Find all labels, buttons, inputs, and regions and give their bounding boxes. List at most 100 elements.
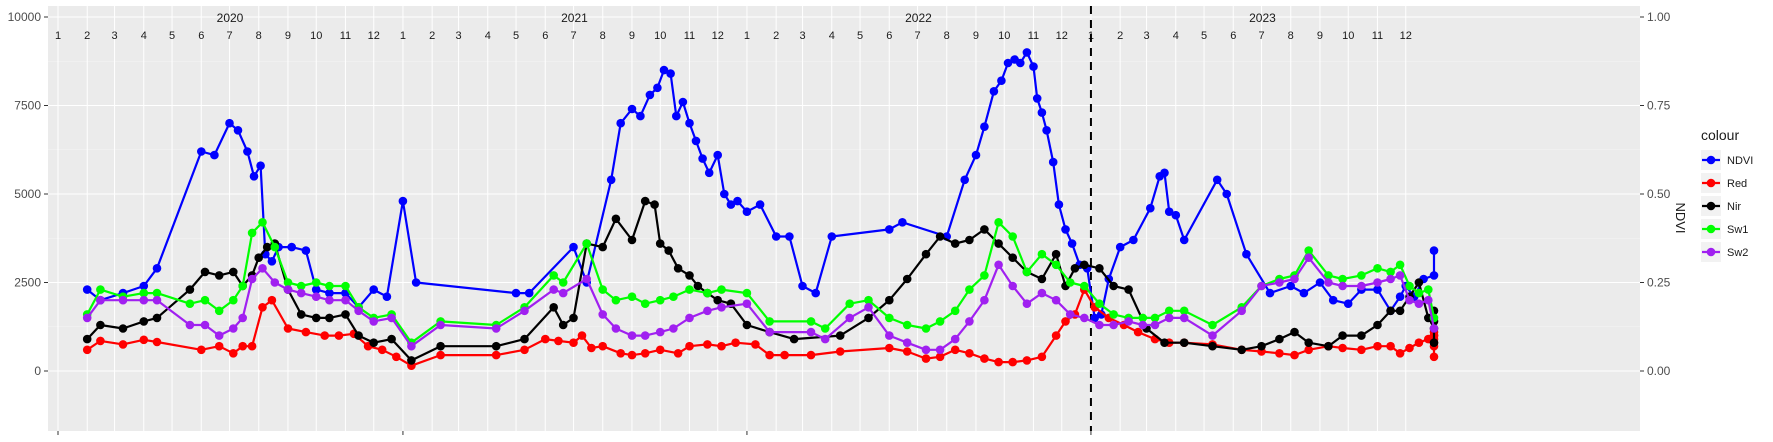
data-point-red bbox=[1275, 349, 1284, 358]
data-point-ndvi bbox=[233, 126, 243, 135]
data-point-ndvi bbox=[1097, 310, 1106, 319]
data-point-nir bbox=[491, 341, 501, 351]
data-point-red bbox=[935, 352, 945, 362]
data-point-sw1 bbox=[765, 317, 774, 326]
data-point-ndvi bbox=[755, 200, 765, 209]
data-point-red bbox=[950, 345, 960, 355]
month-tick-label: 5 bbox=[1201, 30, 1207, 42]
month-tick-label: 11 bbox=[1372, 30, 1383, 42]
y-tick-label-right: 0.00 bbox=[1647, 364, 1671, 378]
data-point-sw1 bbox=[1357, 271, 1366, 280]
data-point-sw2 bbox=[1208, 331, 1217, 340]
data-point-sw1 bbox=[669, 292, 678, 302]
data-point-red bbox=[902, 347, 912, 356]
y-axis-left: 0 2500 5000 7500 10000 bbox=[8, 10, 48, 378]
data-point-red bbox=[152, 337, 162, 347]
month-tick-label: 10 bbox=[998, 30, 1010, 42]
month-tick-label: 4 bbox=[1173, 30, 1179, 42]
data-point-nir bbox=[1095, 264, 1104, 273]
data-point-sw1 bbox=[582, 239, 591, 248]
data-point-red bbox=[377, 345, 387, 355]
data-point-nir bbox=[1275, 334, 1284, 344]
data-point-nir bbox=[569, 313, 578, 323]
data-point-sw2 bbox=[139, 295, 149, 305]
data-point-nir bbox=[1373, 320, 1382, 330]
data-point-red bbox=[673, 349, 683, 358]
month-tick-label: 9 bbox=[285, 30, 291, 42]
month-tick-label: 10 bbox=[654, 30, 666, 42]
data-point-sw1 bbox=[139, 288, 149, 298]
data-point-ndvi bbox=[1115, 242, 1125, 252]
data-point-sw1 bbox=[598, 285, 607, 294]
data-point-ndvi bbox=[569, 242, 578, 252]
data-point-nir bbox=[549, 303, 558, 312]
data-point-sw2 bbox=[885, 331, 894, 340]
data-point-sw1 bbox=[611, 295, 621, 305]
month-tick-label: 6 bbox=[198, 30, 204, 42]
data-point-sw1 bbox=[1324, 271, 1333, 280]
data-point-sw2 bbox=[765, 327, 774, 337]
data-point-ndvi bbox=[325, 288, 334, 298]
month-tick-label: 12 bbox=[368, 30, 380, 42]
data-point-red bbox=[320, 331, 330, 340]
data-point-nir bbox=[685, 271, 694, 280]
y-tick-label-right: 0.50 bbox=[1647, 187, 1671, 201]
data-point-sw2 bbox=[152, 295, 162, 305]
data-point-nir bbox=[387, 334, 396, 344]
data-point-ndvi bbox=[1315, 278, 1325, 287]
data-point-ndvi bbox=[1016, 58, 1025, 68]
data-point-ndvi bbox=[511, 288, 521, 298]
data-point-ndvi bbox=[645, 90, 655, 100]
data-point-sw1 bbox=[1051, 260, 1061, 270]
data-point-nir bbox=[885, 295, 894, 305]
data-point-sw2 bbox=[806, 327, 816, 337]
data-point-nir bbox=[627, 235, 637, 245]
month-tick-label: 3 bbox=[1143, 30, 1149, 42]
data-point-ndvi bbox=[1160, 168, 1169, 178]
data-point-sw1 bbox=[283, 278, 293, 287]
data-point-red bbox=[1061, 317, 1070, 326]
data-point-red bbox=[885, 343, 894, 353]
data-point-red bbox=[1022, 356, 1032, 365]
data-point-ndvi bbox=[1022, 48, 1032, 57]
data-point-nir bbox=[200, 267, 210, 277]
data-point-sw2 bbox=[1257, 281, 1266, 291]
data-point-nir bbox=[713, 295, 722, 305]
data-point-red bbox=[139, 335, 149, 345]
month-tick-label: 10 bbox=[310, 30, 322, 42]
data-point-ndvi bbox=[678, 97, 688, 107]
data-point-red bbox=[247, 341, 257, 351]
data-point-sw2 bbox=[1109, 320, 1118, 330]
data-point-sw2 bbox=[1357, 281, 1366, 291]
month-tick-label: 7 bbox=[226, 30, 232, 42]
data-point-sw2 bbox=[1429, 324, 1439, 333]
data-point-ndvi bbox=[369, 285, 379, 294]
month-tick-label: 11 bbox=[1028, 30, 1039, 42]
data-point-sw1 bbox=[1395, 260, 1405, 270]
month-tick-label: 3 bbox=[111, 30, 117, 42]
data-point-sw1 bbox=[902, 320, 912, 330]
data-point-sw2 bbox=[82, 313, 92, 323]
data-point-ndvi bbox=[1179, 235, 1189, 245]
data-point-ndvi bbox=[827, 232, 837, 241]
data-point-sw2 bbox=[118, 295, 128, 305]
data-point-nir bbox=[1324, 341, 1333, 351]
data-point-red bbox=[994, 357, 1003, 367]
data-point-sw1 bbox=[1208, 320, 1217, 330]
data-point-ndvi bbox=[256, 161, 265, 170]
legend-item-ndvi: NDVI bbox=[1701, 150, 1753, 170]
data-point-ndvi bbox=[726, 200, 736, 209]
grid-major bbox=[48, 6, 1640, 431]
data-point-sw2 bbox=[283, 285, 293, 294]
series-nir bbox=[82, 196, 1439, 365]
data-point-ndvi bbox=[971, 150, 981, 160]
data-point-sw1 bbox=[152, 288, 162, 298]
data-point-sw2 bbox=[582, 274, 591, 284]
data-point-red bbox=[731, 338, 740, 348]
data-point-nir bbox=[789, 334, 799, 344]
data-point-red bbox=[229, 349, 238, 358]
data-point-sw1 bbox=[820, 324, 830, 333]
month-tick-label: 6 bbox=[886, 30, 892, 42]
data-point-sw1 bbox=[935, 317, 945, 326]
data-point-nir bbox=[1414, 278, 1424, 287]
